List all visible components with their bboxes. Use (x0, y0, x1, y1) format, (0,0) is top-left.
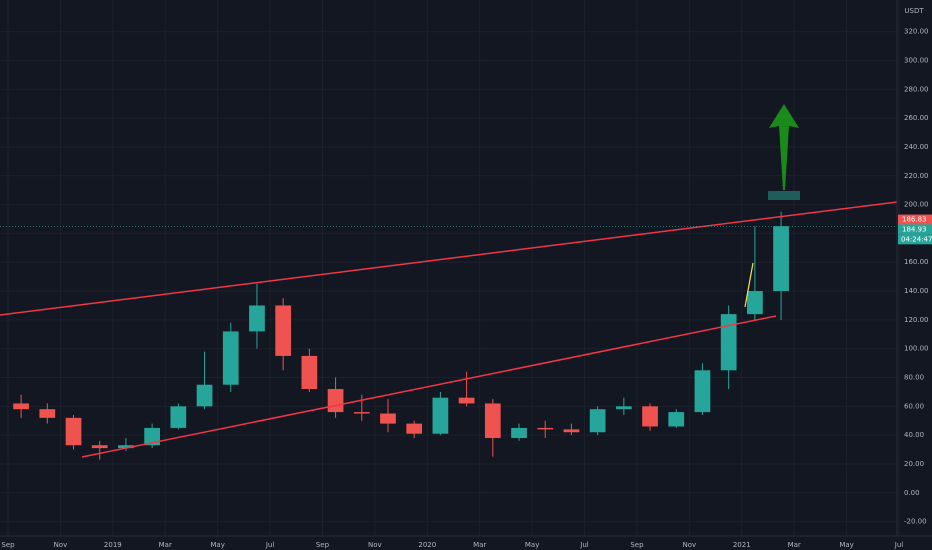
x-tick-label: Jul (579, 541, 589, 549)
candle-body (563, 429, 580, 433)
y-tick-label: 280.00 (904, 85, 929, 93)
candle-body (589, 409, 606, 433)
x-tick-label: Mar (788, 541, 801, 549)
x-tick-label: 2020 (418, 541, 436, 549)
x-tick-label: May (839, 541, 853, 549)
price-label: 186.83 (902, 216, 927, 224)
y-tick-label: 140.00 (904, 287, 929, 295)
candle-body (694, 370, 711, 413)
candle-body (170, 406, 187, 428)
candle-body (353, 412, 370, 414)
candle-body (747, 291, 763, 315)
countdown-tag (898, 234, 932, 245)
candle-body (196, 384, 213, 407)
y-tick-label: 240.00 (904, 143, 929, 151)
x-tick-label: Mar (159, 541, 172, 549)
x-tick-label: Jul (265, 541, 275, 549)
y-tick-label: 0.00 (904, 489, 920, 497)
y-tick-label: 20.00 (904, 460, 924, 468)
x-tick-label: May (210, 541, 224, 549)
x-tick-label: Nov (368, 541, 382, 549)
countdown-label: 04:24:47 (901, 235, 932, 243)
lower-trendline (81, 315, 777, 458)
candle-body (65, 417, 82, 446)
up-arrow (769, 104, 799, 190)
y-tick-label: -20.00 (904, 518, 927, 526)
x-tick-label: Mar (473, 541, 486, 549)
y-tick-label: 260.00 (904, 114, 929, 122)
candle-body (720, 314, 737, 371)
x-tick-label: Sep (1, 541, 15, 549)
price-tag (898, 224, 932, 235)
candle-body (511, 427, 527, 439)
candle-body (458, 397, 475, 404)
price-tag (898, 214, 932, 225)
y-tick-label: 80.00 (904, 374, 924, 382)
y-tick-label: 320.00 (904, 28, 929, 36)
target-box (768, 191, 800, 200)
grid (0, 0, 899, 536)
candle-body (144, 427, 160, 446)
x-tick-label: Nov (683, 541, 697, 549)
y-tick-label: 300.00 (904, 57, 929, 65)
currency-label: USDT (904, 7, 924, 15)
candle-body (275, 305, 292, 356)
candle-body (642, 406, 658, 427)
candle-body (327, 389, 344, 413)
candle-body (406, 423, 423, 434)
x-tick-label: 2021 (733, 541, 751, 549)
y-tick-label: 220.00 (904, 172, 929, 180)
candle-body (773, 226, 789, 292)
yellow-line (744, 262, 754, 308)
x-tick-label: Sep (630, 541, 644, 549)
upper-trendline (0, 201, 898, 316)
y-tick-label: 120.00 (904, 316, 929, 324)
price-label: 184.93 (902, 225, 927, 233)
candle-body (432, 397, 449, 434)
x-tick-label: Jul (894, 541, 904, 549)
x-tick-label: May (525, 541, 539, 549)
candle-body (13, 403, 29, 410)
y-tick-label: 40.00 (904, 431, 924, 439)
candle-body (222, 331, 239, 385)
candle-body (668, 412, 685, 427)
candles (13, 211, 789, 460)
candle-body (484, 403, 501, 439)
y-tick-label: 60.00 (904, 402, 924, 410)
candle-body (301, 355, 318, 390)
x-tick-label: 2019 (104, 541, 122, 549)
axes: -20.00 0.00 20.00 40.00 60.00 80.00 100.00 120.… (0, 28, 932, 549)
y-tick-label: 100.00 (904, 345, 929, 353)
y-tick-label: 200.00 (904, 201, 929, 209)
candle-body (537, 427, 554, 430)
candle-body (249, 305, 265, 332)
candle-body (615, 406, 632, 410)
y-tick-label: 160.00 (904, 258, 929, 266)
candle-body (91, 445, 108, 449)
candle-body (380, 413, 396, 424)
x-tick-label: Nov (54, 541, 68, 549)
x-tick-label: Sep (316, 541, 330, 549)
candle-body (118, 445, 134, 449)
candle-body (39, 409, 56, 418)
